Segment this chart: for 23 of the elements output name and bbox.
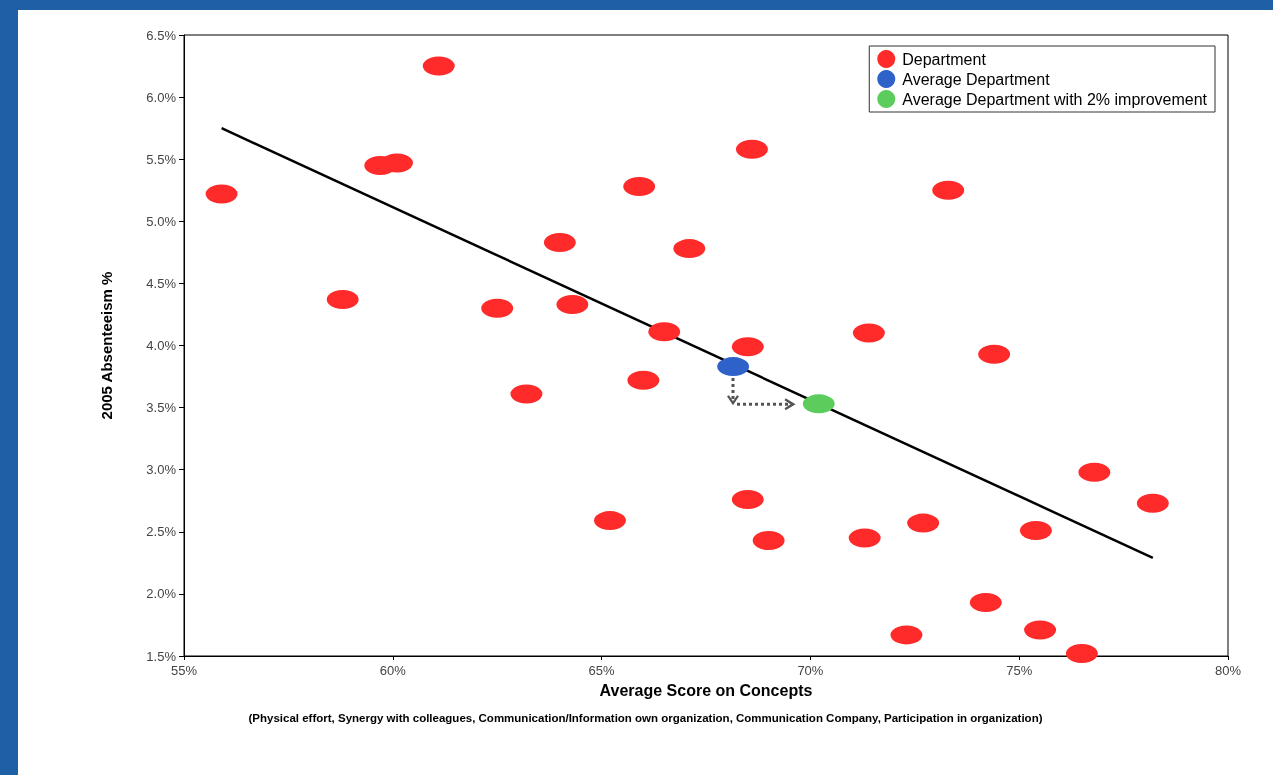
x-tick-label: 80% [1214, 663, 1242, 678]
y-axis-title: 2005 Absenteeism % [98, 271, 115, 420]
x-tick-label: 70% [797, 663, 824, 678]
y-tick-label: 3.0% [146, 462, 177, 478]
legend-label: Department [902, 50, 987, 68]
legend-label: Average Department with 2% improvement [902, 90, 1208, 108]
y-tick-label: 6.5% [146, 27, 177, 43]
text: (Physical effort, Synergy with colleagues, Communication/Information own organization, Communication Company, Participation in organization) [248, 712, 1043, 724]
x-tick-label: 60% [379, 663, 407, 678]
x-tick-label: 75% [1006, 663, 1033, 678]
y-tick-label: 3.5% [146, 400, 177, 416]
y-tick-label: 1.5% [146, 648, 177, 664]
y-tick-label: 5.5% [146, 151, 177, 167]
x-tick-label: 55% [170, 663, 198, 678]
legend-label: Average Department [902, 70, 1051, 88]
x-axis-title: Average Score on Concepts [599, 681, 813, 699]
y-tick-label: 4.0% [146, 338, 177, 353]
y-tick-label: 2.0% [146, 586, 177, 602]
y-tick-label: 6.0% [146, 89, 177, 105]
y-tick-label: 5.0% [146, 213, 177, 229]
y-tick-label: 4.5% [146, 275, 177, 291]
x-tick-label: 65% [588, 663, 616, 678]
y-tick-label: 2.5% [146, 524, 177, 540]
